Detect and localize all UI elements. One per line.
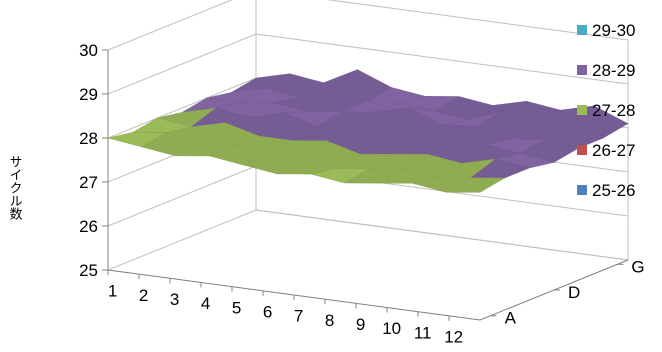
- legend-label: 26-27: [592, 141, 635, 160]
- z-tick-label: 26: [79, 217, 98, 236]
- legend-swatch: [577, 25, 587, 35]
- surface-facet: [445, 177, 506, 193]
- legend-label: 28-29: [592, 61, 635, 80]
- legend-label: 25-26: [592, 181, 635, 200]
- legend-swatch: [577, 145, 587, 155]
- legend-swatch: [577, 185, 587, 195]
- x-axis-ticks: 1 2 3 4 5 6 7 8 9 10 11 12: [107, 270, 463, 346]
- x-tick-label: 3: [170, 290, 179, 309]
- y-axis-label: サイクル数: [8, 155, 23, 220]
- depth-tick-label: D: [568, 283, 580, 302]
- x-tick-label: 9: [356, 315, 365, 334]
- z-tick-label: 27: [79, 173, 98, 192]
- z-tick-label: 25: [79, 261, 98, 280]
- z-tick-label: 29: [79, 85, 98, 104]
- x-tick-label: 8: [325, 311, 334, 330]
- z-tick-label: 30: [79, 41, 98, 60]
- x-tick-label: 7: [294, 307, 303, 326]
- x-tick-label: 12: [444, 327, 463, 346]
- gridline: [107, 209, 629, 271]
- depth-tick-label: A: [505, 309, 517, 328]
- x-tick-label: 1: [108, 282, 117, 301]
- legend-label: 27-28: [592, 101, 635, 120]
- gridline: [107, 0, 629, 51]
- depth-axis-ticks: A D G: [490, 257, 645, 328]
- x-tick-label: 2: [139, 286, 148, 305]
- x-tick-label: 5: [232, 298, 241, 317]
- z-tick-label: 28: [79, 129, 98, 148]
- legend-swatch: [577, 65, 587, 75]
- surface-plot: [107, 69, 629, 193]
- depth-tick-label: G: [631, 257, 644, 276]
- legend-label: 29-30: [592, 21, 635, 40]
- z-axis-ticks: 25 26 27 28 29 30: [79, 41, 108, 280]
- x-tick-label: 11: [414, 323, 432, 342]
- legend-swatch: [577, 105, 587, 115]
- gridline: [107, 33, 629, 95]
- x-tick-label: 6: [263, 302, 272, 321]
- legend: 29-30 28-29 27-28 26-27 25-26: [577, 21, 635, 200]
- x-tick-label: 4: [201, 294, 210, 313]
- x-tick-label: 10: [382, 319, 401, 338]
